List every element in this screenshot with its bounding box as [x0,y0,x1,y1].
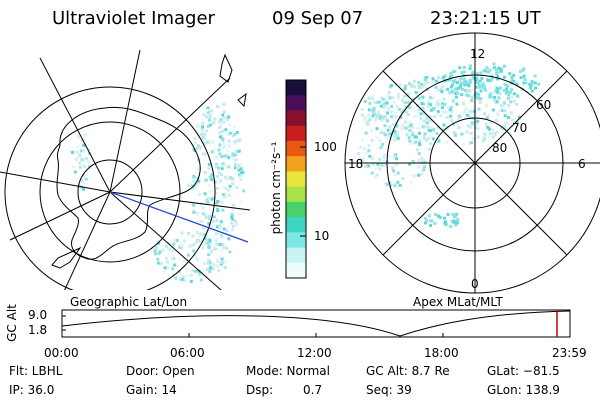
instrument-title: Ultraviolet Imager [52,8,215,29]
timeline-axis-label: GC Alt [5,304,19,342]
altitude-timeline [61,309,571,338]
colorbar-band [286,125,306,142]
time-label: 23:21:15 UT [430,8,541,29]
colorbar-tick-10: 10 [314,229,330,243]
mlt-label-18: 18 [348,157,364,171]
ip-info: IP: 36.0 [9,383,55,397]
colorbar-band [286,95,306,111]
mlt-label-12: 12 [470,47,486,61]
colorbar-band [286,156,306,172]
colorbar-band [286,217,306,233]
left-aurora-emission [71,102,245,283]
terminator-line [109,191,249,243]
left-panel-caption: Geographic Lat/Lon [70,295,188,309]
altitude-curve [61,310,571,337]
glat-info: GLat: −81.5 [487,364,560,378]
date-label: 09 Sep 07 [272,8,364,29]
colorbar-band [286,247,306,264]
dsp-value: 0.7 [303,383,323,397]
timeline-xtick-2359: 23:59 [552,346,587,360]
colorbar-band [286,140,306,157]
colorbar-unit-label: photon cm⁻²s⁻¹ [269,141,283,235]
timeline-xtick-1200: 12:00 [297,346,332,360]
mlt-label-0: 0 [471,277,479,291]
polar-plot [344,32,600,294]
right-aurora-emission [357,62,541,228]
lat-circle-outer [4,86,216,290]
south-america-tip [219,53,233,83]
lat-circle-mid [39,121,181,263]
timeline-ytick-top: 9.0 [28,308,48,322]
timeline-xtick-1800: 18:00 [424,346,459,360]
mlat-label-70: 70 [512,121,528,135]
lat-circle-inner [77,159,143,225]
coast-fragment [237,92,247,108]
colorbar-band [286,186,306,203]
right-panel-caption: Apex MLat/MLT [413,295,503,309]
glon-info: GLon: 138.9 [487,383,560,397]
mlt-spokes [345,33,600,293]
mlat-label-60: 60 [536,98,552,112]
door-info: Door: Open [126,364,195,378]
mlt-label-6: 6 [578,157,586,171]
colorbar-band [286,171,306,188]
gain-info: Gain: 14 [126,383,177,397]
timeline-ytick-bottom: 1.8 [28,323,48,337]
timeline-xtick-0600: 06:00 [170,346,205,360]
filter-info: Flt: LBHL [9,364,63,378]
colorbar-band [286,110,306,127]
antarctica-coastline [51,106,201,269]
dsp-label: Dsp: [246,383,274,397]
colorbar-band [286,232,306,249]
colorbar-band [286,201,306,218]
seq-info: Seq: 39 [366,383,412,397]
geographic-map [0,49,251,290]
mode-info: Mode: Normal [246,364,330,378]
mlat-label-80: 80 [492,141,508,155]
timeline-xtick-0000: 00:00 [44,346,79,360]
gc-alt-info: GC Alt: 8.7 Re [366,364,450,378]
colorbar-tick-100: 100 [314,140,337,154]
colorbar [285,79,307,279]
meridian-lines [0,49,251,290]
colorbar-band [286,80,306,96]
colorbar-band [286,262,306,279]
